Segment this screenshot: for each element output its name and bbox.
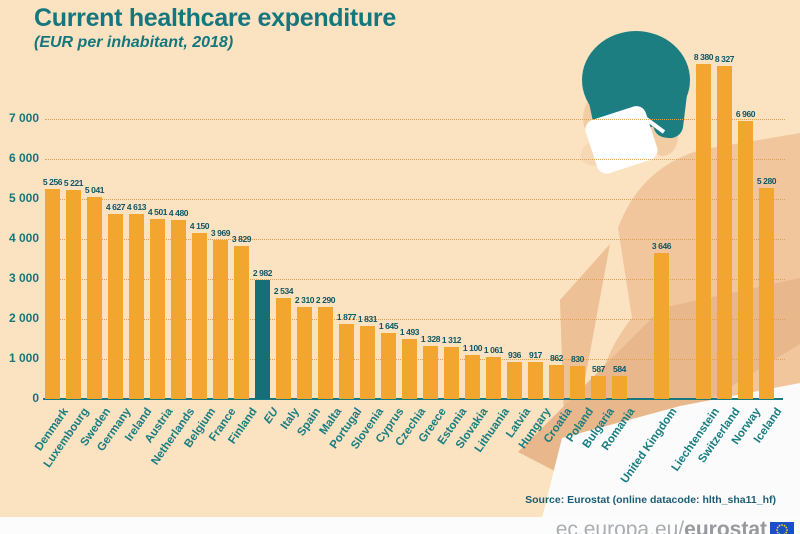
footer-url-bold: eurostat	[684, 518, 767, 534]
bar-latvia	[507, 362, 522, 399]
bar-value: 587	[592, 364, 605, 374]
bar-estonia	[444, 347, 459, 399]
bar-belgium	[192, 233, 207, 399]
footer-band	[0, 517, 800, 534]
bar-value: 917	[529, 350, 542, 360]
gridline-4000	[45, 239, 785, 240]
y-axis-tick-label: 1 000	[8, 351, 39, 365]
y-axis-tick-label: 7 000	[8, 111, 39, 125]
x-axis-line	[43, 398, 783, 400]
bar-austria	[150, 219, 165, 399]
bar-value: 3 829	[231, 234, 252, 244]
bar-value: 4 480	[168, 208, 189, 218]
bar-value: 1 493	[399, 327, 420, 337]
y-axis-tick-label: 0	[32, 391, 39, 405]
bar-malta	[318, 307, 333, 399]
bar-value: 4 150	[189, 221, 210, 231]
bar-poland	[570, 366, 585, 399]
gridline-3000	[45, 279, 785, 280]
bar-netherlands	[171, 220, 186, 399]
bar-value: 1 100	[462, 343, 483, 353]
bar-value: 1 328	[420, 334, 441, 344]
bar-value: 1 061	[483, 345, 504, 355]
bar-value: 1 831	[357, 314, 378, 324]
bar-value: 830	[571, 354, 584, 364]
bar-value: 4 627	[105, 202, 126, 212]
bar-value: 2 534	[273, 286, 294, 296]
bar-spain	[297, 307, 312, 399]
bar-value: 4 613	[126, 202, 147, 212]
page-subtitle: (EUR per inhabitant, 2018)	[34, 34, 234, 51]
bar-germany	[108, 214, 123, 399]
bar-greece	[423, 346, 438, 399]
bar-croatia	[549, 365, 564, 399]
bar-value: 5 280	[756, 176, 777, 186]
coat-shape	[538, 383, 800, 534]
y-axis-tick-label: 4 000	[8, 231, 39, 245]
bar-value: 3 969	[210, 228, 231, 238]
y-axis-tick-label: 5 000	[8, 191, 39, 205]
bar-switzerland	[717, 66, 732, 399]
plot-area: 0 1 000 2 000 3 000 4 000 5 000 6 000 7 000 5 25…	[9, 52, 785, 515]
source-note: Source: Eurostat (online datacode: hlth_…	[525, 494, 776, 506]
bar-value: 1 645	[378, 321, 399, 331]
footer-url: ec.europa.eu/eurostat	[556, 518, 794, 534]
bar-value: 1 877	[336, 312, 357, 322]
bar-norway	[738, 121, 753, 399]
bar-slovenia	[360, 326, 375, 399]
gridline-6000	[45, 159, 785, 160]
gridline-5000	[45, 199, 785, 200]
bar-luxembourg	[66, 190, 81, 399]
bar-eu	[255, 280, 270, 399]
bar-bulgaria	[591, 376, 606, 399]
title-block: Current healthcare expenditure (EUR per …	[34, 4, 396, 52]
bar-portugal	[339, 324, 354, 399]
gridline-7000	[45, 119, 785, 120]
bar-united-kingdom	[654, 253, 669, 399]
bar-value: 5 256	[42, 177, 63, 187]
bar-iceland	[759, 188, 774, 399]
bar-value: 2 982	[252, 268, 273, 278]
footer-url-prefix: ec.europa.eu/	[555, 518, 685, 534]
bar-value: 1 312	[441, 335, 462, 345]
bar-value: 3 646	[651, 241, 672, 251]
bar-sweden	[87, 197, 102, 399]
hair-tail	[653, 65, 689, 139]
bar-value: 6 960	[735, 109, 756, 119]
bar-label: EU	[261, 406, 281, 426]
bar-italy	[276, 298, 291, 399]
face-mask-icon	[585, 106, 658, 174]
bar-ireland	[129, 214, 144, 399]
bar-slovakia	[465, 355, 480, 399]
bar-value: 4 501	[147, 207, 168, 217]
bar-cyprus	[381, 333, 396, 399]
bar-value: 2 290	[315, 295, 336, 305]
mask-strap	[643, 116, 666, 134]
gridline-2000	[45, 319, 785, 320]
y-axis-tick-label: 6 000	[8, 151, 39, 165]
bar-liechtenstein	[696, 64, 711, 399]
bar-value: 8 380	[693, 52, 714, 62]
bar-value: 8 327	[714, 54, 735, 64]
y-axis-tick-label: 3 000	[8, 271, 39, 285]
bar-value: 2 310	[294, 295, 315, 305]
bar-denmark	[45, 189, 60, 399]
bar-france	[213, 240, 228, 399]
bar-czechia	[402, 339, 417, 399]
eu-flag-icon	[770, 522, 794, 534]
bar-hungary	[528, 362, 543, 399]
y-axis-tick-label: 2 000	[8, 311, 39, 325]
bar-romania	[612, 376, 627, 399]
bar-value: 5 221	[63, 178, 84, 188]
page-title: Current healthcare expenditure	[34, 4, 396, 32]
bar-value: 862	[550, 353, 563, 363]
bar-value: 5 041	[84, 185, 105, 195]
bar-finland	[234, 246, 249, 399]
bar-value: 584	[613, 364, 626, 374]
bar-value: 936	[508, 350, 521, 360]
bar-lithuania	[486, 357, 501, 399]
